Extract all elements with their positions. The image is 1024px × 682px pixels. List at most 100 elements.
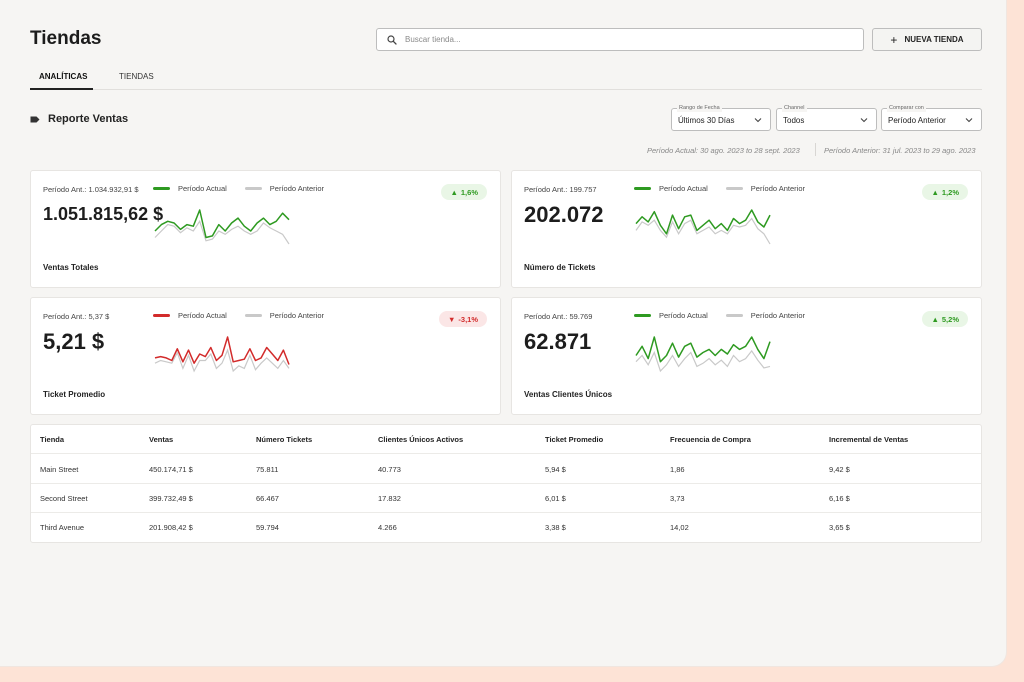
table-cell: 399.732,49 $ bbox=[149, 494, 193, 503]
legend-swatch-current bbox=[153, 187, 170, 190]
kpi-value: 1.051.815,62 $ bbox=[43, 204, 164, 224]
arrow-up-icon: ▲ bbox=[450, 187, 458, 197]
table-cell: Third Avenue bbox=[40, 523, 85, 532]
kpi-card-numero-tickets: Período Ant.: 199.757 Período Actual Per… bbox=[511, 170, 982, 288]
legend-current-label: Período Actual bbox=[178, 184, 227, 193]
current-period-line bbox=[154, 209, 290, 239]
metric-name: Ventas Clientes Únicos bbox=[524, 390, 613, 399]
table-cell: 9,42 $ bbox=[829, 465, 850, 474]
previous-value-label: Período Ant.: 199.757 bbox=[524, 185, 597, 194]
kpi-value: 202.072 bbox=[524, 202, 604, 227]
metric-name: Ticket Promedio bbox=[43, 390, 106, 399]
legend-swatch-current bbox=[634, 187, 651, 190]
date-range-label: Rango de Fecha bbox=[677, 105, 722, 112]
arrow-up-icon: ▲ bbox=[931, 187, 939, 197]
previous-value-label: Período Ant.: 59.769 bbox=[524, 312, 593, 321]
kpi-value: 5,21 $ bbox=[43, 329, 105, 354]
column-header[interactable]: Ventas bbox=[149, 435, 174, 444]
column-header[interactable]: Ticket Promedio bbox=[545, 435, 604, 444]
sparkline-chart bbox=[635, 336, 771, 373]
search-box[interactable] bbox=[376, 28, 864, 51]
legend-previous-label: Período Anterior bbox=[750, 311, 805, 320]
legend-current-label: Período Actual bbox=[659, 311, 708, 320]
table-cell: 75.811 bbox=[256, 465, 279, 474]
chart-legend: Período Actual Período Anterior bbox=[634, 184, 823, 193]
legend-swatch-previous bbox=[725, 187, 743, 190]
date-range-value: Últimos 30 Días bbox=[678, 116, 735, 125]
column-header[interactable]: Número Tickets bbox=[256, 435, 313, 444]
previous-value-label: Período Ant.: 5,37 $ bbox=[43, 312, 110, 321]
table-cell: 17.832 bbox=[378, 494, 401, 503]
table-cell: 66.467 bbox=[256, 494, 279, 503]
table-cell: 4.266 bbox=[378, 523, 397, 532]
tab-tiendas[interactable]: TIENDAS bbox=[119, 72, 154, 81]
period-divider bbox=[815, 143, 816, 156]
metric-name: Número de Tickets bbox=[524, 263, 596, 272]
legend-swatch-previous bbox=[725, 314, 743, 317]
kpi-card-ventas-totales: Período Ant.: 1.034.932,91 $ Período Act… bbox=[30, 170, 501, 288]
change-badge: ▲ 5,2% bbox=[922, 311, 968, 327]
table-cell: Main Street bbox=[40, 465, 79, 474]
tag-icon bbox=[30, 116, 40, 122]
compare-label: Comparar con bbox=[887, 105, 926, 112]
change-value: -3,1% bbox=[458, 314, 478, 324]
table-header-row: Tienda Ventas Número Tickets Clientes Ún… bbox=[31, 425, 981, 454]
report-title: Reporte Ventas bbox=[48, 113, 129, 125]
current-period-line bbox=[635, 336, 771, 363]
page-title: Tiendas bbox=[30, 28, 102, 49]
table-cell: 3,73 bbox=[670, 494, 685, 503]
chevron-down-icon bbox=[860, 118, 868, 123]
chart-legend: Período Actual Período Anterior bbox=[153, 184, 342, 193]
change-value: 1,2% bbox=[941, 187, 959, 197]
app-window: Tiendas + NUEVA TIENDA ANALÍTICAS TIENDA… bbox=[0, 0, 1006, 666]
tab-analiticas[interactable]: ANALÍTICAS bbox=[39, 72, 88, 81]
legend-swatch-previous bbox=[244, 314, 262, 317]
chart-legend: Período Actual Período Anterior bbox=[634, 311, 823, 320]
table-row[interactable]: Main Street 450.174,71 $ 75.811 40.773 5… bbox=[31, 455, 981, 484]
stores-table: Tienda Ventas Número Tickets Clientes Ún… bbox=[30, 424, 982, 543]
search-icon bbox=[387, 34, 397, 45]
current-period-text: Período Actual: 30 ago. 2023 to 28 sept.… bbox=[647, 146, 800, 155]
column-header[interactable]: Incremental de Ventas bbox=[829, 435, 909, 444]
table-cell: 59.794 bbox=[256, 523, 279, 532]
new-store-button[interactable]: + NUEVA TIENDA bbox=[872, 28, 982, 51]
date-range-select[interactable]: Rango de Fecha Últimos 30 Días bbox=[671, 105, 771, 131]
column-header[interactable]: Frecuencia de Compra bbox=[670, 435, 751, 444]
metric-name: Ventas Totales bbox=[43, 263, 99, 272]
compare-select[interactable]: Comparar con Período Anterior bbox=[881, 105, 982, 131]
sparkline-chart bbox=[154, 336, 290, 373]
kpi-card-ventas-clientes-unicos: Período Ant.: 59.769 Período Actual Perí… bbox=[511, 297, 982, 415]
arrow-down-icon: ▼ bbox=[447, 314, 456, 324]
chevron-down-icon bbox=[754, 118, 762, 123]
table-cell: 6,16 $ bbox=[829, 494, 850, 503]
current-period-line bbox=[154, 336, 290, 365]
change-value: 1,6% bbox=[460, 187, 478, 197]
column-header[interactable]: Clientes Únicos Activos bbox=[378, 435, 464, 444]
table-row[interactable]: Second Street 399.732,49 $ 66.467 17.832… bbox=[31, 484, 981, 513]
table-cell: 201.908,42 $ bbox=[149, 523, 193, 532]
plus-icon: + bbox=[890, 32, 898, 47]
change-badge: ▼ -3,1% bbox=[438, 311, 487, 327]
compare-value: Período Anterior bbox=[888, 116, 946, 125]
legend-previous-label: Período Anterior bbox=[750, 184, 805, 193]
legend-swatch-previous bbox=[244, 187, 262, 190]
legend-previous-label: Período Anterior bbox=[269, 184, 324, 193]
table-cell: 14,02 bbox=[670, 523, 689, 532]
table-cell: 1,86 bbox=[670, 465, 685, 474]
chevron-down-icon bbox=[965, 118, 973, 123]
kpi-card-ticket-promedio: Período Ant.: 5,37 $ Período Actual Perí… bbox=[30, 297, 501, 415]
channel-label: Channel bbox=[782, 105, 807, 112]
column-header[interactable]: Tienda bbox=[40, 435, 65, 444]
previous-period-line bbox=[635, 349, 771, 373]
table-cell: 6,01 $ bbox=[545, 494, 566, 503]
search-input[interactable] bbox=[405, 35, 825, 44]
table-cell: 3,65 $ bbox=[829, 523, 850, 532]
table-cell: 3,38 $ bbox=[545, 523, 566, 532]
previous-period-line bbox=[635, 217, 771, 245]
sparkline-chart bbox=[635, 209, 771, 245]
table-cell: 450.174,71 $ bbox=[149, 465, 193, 474]
table-row[interactable]: Third Avenue 201.908,42 $ 59.794 4.266 3… bbox=[31, 513, 981, 542]
legend-previous-label: Período Anterior bbox=[269, 311, 324, 320]
chart-legend: Período Actual Período Anterior bbox=[153, 311, 342, 320]
channel-select[interactable]: Channel Todos bbox=[776, 105, 877, 131]
